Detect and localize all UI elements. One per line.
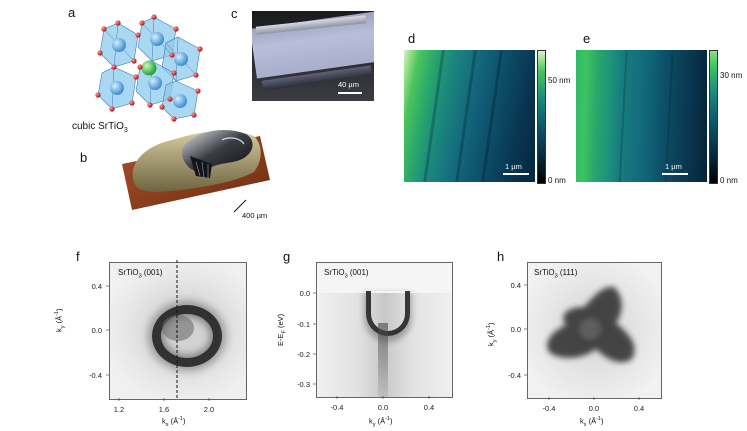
afm-image-d xyxy=(404,50,535,182)
h-ylabel: ky (Å-1) xyxy=(486,322,498,346)
dashed-cut-line-f xyxy=(176,260,178,398)
g-ytick-1: -0.1 xyxy=(297,320,310,329)
crystal-3d-render xyxy=(122,130,270,210)
panel-g-sample-label: SrTiO3 (001) xyxy=(324,268,369,280)
h-xtick-1: 0.0 xyxy=(589,404,599,413)
panel-h-sample-label: SrTiO3 (111) xyxy=(534,268,578,280)
h-ytick-1: 0.0 xyxy=(511,325,521,334)
panel-a-caption: cubic SrTiO3 xyxy=(72,121,128,134)
panel-c-letter: c xyxy=(231,6,238,21)
panel-h-letter: h xyxy=(497,249,505,264)
colorbar-d xyxy=(537,50,546,184)
h-ytick-2: -0.4 xyxy=(508,371,521,380)
panel-f-letter: f xyxy=(76,249,80,264)
panel-d-letter: d xyxy=(408,31,416,46)
arpes-map-g xyxy=(316,262,453,398)
optical-micrograph xyxy=(252,11,374,101)
h-xlabel: kx (Å-1) xyxy=(580,416,604,428)
scale-bar-d xyxy=(503,173,529,175)
colorbar-d-bottom: 0 nm xyxy=(548,176,566,185)
g-xlabel: ky (Å-1) xyxy=(369,416,393,428)
colorbar-e-top: 30 nm xyxy=(720,71,743,80)
afm-image-e xyxy=(576,50,707,182)
scale-label-c: 40 µm xyxy=(338,80,359,89)
colorbar-e-bottom: 0 nm xyxy=(720,176,738,185)
g-xtick-2: 0.4 xyxy=(424,403,434,412)
g-ytick-0: 0.0 xyxy=(300,289,310,298)
g-ytick-2: -0.2 xyxy=(297,350,310,359)
colorbar-e xyxy=(709,50,718,184)
f-ytick-1: 0.0 xyxy=(92,326,102,335)
panel-e-letter: e xyxy=(583,31,591,46)
scale-line-b xyxy=(233,199,247,213)
g-ylabel: E-EF (eV) xyxy=(276,313,288,346)
f-xtick-1: 1.6 xyxy=(159,405,169,414)
axes-f: 0.4 0.0 -0.4 1.2 1.6 2.0 xyxy=(89,282,214,414)
h-xtick-0: -0.4 xyxy=(543,404,556,413)
panel-f-sample-label: SrTiO3 (001) xyxy=(118,268,163,280)
axes-g: 0.0 -0.1 -0.2 -0.3 -0.4 0.0 0.4 xyxy=(297,289,434,412)
f-ylabel: ky (Å-1) xyxy=(54,308,66,332)
panel-a-letter: a xyxy=(68,5,76,20)
crystal-structure-figure xyxy=(95,14,203,122)
axes-h: 0.4 0.0 -0.4 -0.4 0.0 0.4 xyxy=(508,281,644,413)
f-xlabel: kx (Å-1) xyxy=(162,416,186,428)
scale-bar-e xyxy=(662,173,688,175)
g-ytick-3: -0.3 xyxy=(297,380,310,389)
scale-label-e: 1 µm xyxy=(665,162,682,171)
colorbar-d-top: 50 nm xyxy=(548,76,571,85)
g-xtick-1: 0.0 xyxy=(378,403,388,412)
g-xtick-0: -0.4 xyxy=(331,403,344,412)
panel-b-letter: b xyxy=(80,150,88,165)
f-ytick-2: -0.4 xyxy=(89,371,102,380)
scale-label-d: 1 µm xyxy=(505,162,522,171)
panel-g-letter: g xyxy=(283,249,291,264)
arpes-map-h xyxy=(527,262,662,399)
arpes-map-f xyxy=(109,262,247,400)
f-xtick-2: 2.0 xyxy=(204,405,214,414)
h-xtick-2: 0.4 xyxy=(634,404,644,413)
f-xtick-0: 1.2 xyxy=(114,405,124,414)
f-ytick-0: 0.4 xyxy=(92,282,102,291)
scale-bar-c xyxy=(338,92,362,94)
scale-label-b: 400 µm xyxy=(242,211,268,220)
h-ytick-0: 0.4 xyxy=(511,281,521,290)
